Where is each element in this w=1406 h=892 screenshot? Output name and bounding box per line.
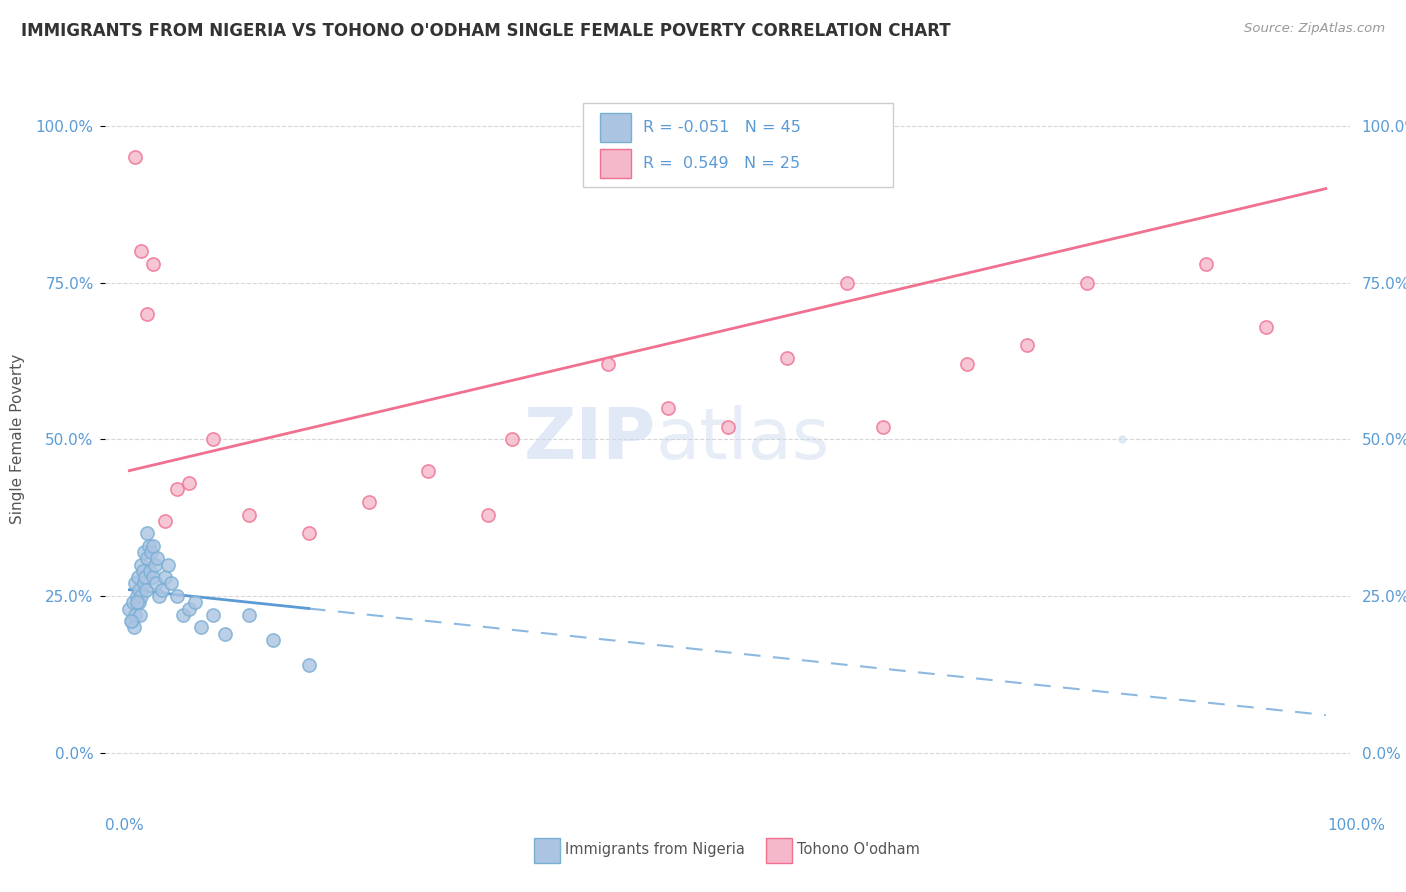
Point [132,545,155,559]
Text: ZIP: ZIP [523,405,655,474]
Point [142,257,165,271]
Point [166,589,188,603]
Point [357,495,380,509]
Point [125,595,148,609]
Point [131,244,153,259]
Point [145,576,167,591]
Point [124,607,146,622]
Point [146,551,169,566]
Point [131,564,153,578]
Text: 100.0%: 100.0% [1327,818,1385,832]
Point [131,589,153,603]
Y-axis label: Single Female Poverty: Single Female Poverty [10,354,24,524]
Point [872,419,894,434]
Point [120,614,142,628]
Point [128,595,150,609]
Point [139,545,162,559]
Point [136,551,159,566]
Point [657,401,679,415]
Text: Tohono O'odham: Tohono O'odham [797,842,920,856]
Point [1015,338,1038,352]
Point [166,483,188,497]
Text: R = -0.051   N = 45: R = -0.051 N = 45 [643,120,800,135]
Point [121,614,143,628]
Point [131,558,153,572]
Point [122,620,145,634]
Point [136,307,159,321]
Point [238,607,260,622]
Point [1254,319,1277,334]
Text: atlas: atlas [655,405,830,474]
Point [776,351,799,365]
Point [155,514,177,528]
Point [1195,257,1218,271]
Point [118,601,141,615]
Point [262,632,284,647]
Text: Source: ZipAtlas.com: Source: ZipAtlas.com [1244,22,1385,36]
Point [129,607,152,622]
Point [214,626,236,640]
Point [125,589,148,603]
Point [142,570,165,584]
Point [837,276,859,290]
Point [298,657,321,672]
Point [717,419,740,434]
Point [184,595,207,609]
Point [155,570,177,584]
Point [418,464,440,478]
Point [956,357,979,371]
Point [124,150,146,164]
Point [124,576,146,591]
Point [138,539,160,553]
Point [150,582,173,597]
Point [596,357,619,371]
Point [190,620,212,634]
Point [179,601,201,615]
Point [143,558,166,572]
Point [134,570,156,584]
Text: IMMIGRANTS FROM NIGERIA VS TOHONO O'ODHAM SINGLE FEMALE POVERTY CORRELATION CHAR: IMMIGRANTS FROM NIGERIA VS TOHONO O'ODHA… [21,22,950,40]
Point [160,576,183,591]
Point [136,526,159,541]
Point [238,508,260,522]
Text: 0.0%: 0.0% [105,818,145,832]
Point [142,539,165,553]
Point [138,564,160,578]
Point [122,595,145,609]
Point [128,582,150,597]
Point [477,508,499,522]
Point [156,558,179,572]
Point [202,607,225,622]
Text: Immigrants from Nigeria: Immigrants from Nigeria [565,842,745,856]
Point [127,570,149,584]
Text: R =  0.549   N = 25: R = 0.549 N = 25 [643,156,800,170]
Point [298,526,321,541]
Point [501,433,523,447]
Point [132,576,155,591]
Point [202,433,225,447]
Point [172,607,194,622]
Point [135,582,157,597]
Point [179,476,201,491]
Point [148,589,170,603]
Point [1076,276,1098,290]
